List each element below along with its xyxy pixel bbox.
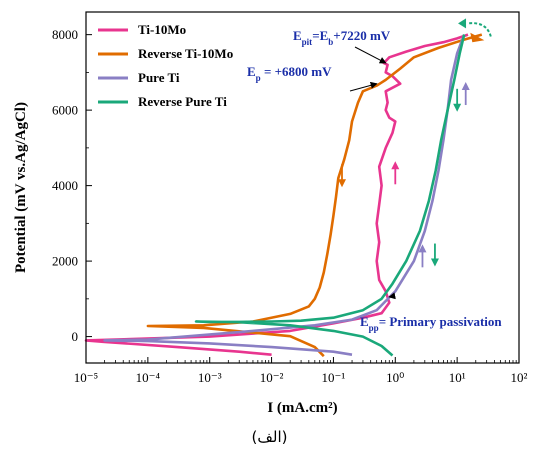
legend-label-2: Pure Ti [138,70,180,85]
x-axis: 10⁻⁵ 10⁻⁴ 10⁻³ 10⁻² 10⁻¹ 10⁰ 10¹ 10² [74,357,528,385]
direction-arrowhead-4 [453,103,462,112]
reversal-loop [467,22,492,37]
figure-caption: (الف) [251,428,288,446]
x-tick-label: 10⁻⁴ [136,370,161,385]
x-tick-label: 10⁻⁵ [74,370,98,385]
legend: Ti-10Mo Reverse Ti-10Mo Pure Ti Reverse Pur… [98,22,233,109]
annotation-pointer-0 [354,46,387,64]
direction-arrowhead-3 [461,82,470,91]
series-line-3 [194,34,466,357]
reversal-apex-marker [470,32,485,43]
x-tick-label: 10⁰ [386,370,404,385]
y-axis: 0 2000 4000 6000 8000 [52,27,92,344]
series-line-1 [146,33,483,358]
direction-arrowhead-1 [337,179,346,188]
annotation-pointer-1 [349,81,378,92]
x-axis-title: I (mA.cm²) [267,400,337,416]
direction-arrowhead-5 [430,258,439,267]
legend-label-0: Ti-10Mo [138,22,186,37]
y-tick-label: 0 [72,329,79,344]
x-tick-label: 10² [511,370,528,385]
legend-label-1: Reverse Ti-10Mo [138,46,233,61]
annotations: Epit=Eb+7220 mV Ep = +6800 mV Epp= Primary… [247,28,502,333]
y-tick-label: 6000 [52,103,78,118]
y-tick-label: 2000 [52,254,78,269]
y-tick-label: 4000 [52,178,78,193]
annotation-0: Epit=Eb+7220 mV [293,28,391,47]
direction-arrowhead-2 [418,244,427,253]
direction-arrowhead-0 [391,161,400,170]
annotation-pointer-2 [388,292,396,300]
x-tick-label: 10⁻³ [198,370,222,385]
x-tick-label: 10⁻¹ [322,370,346,385]
annotation-2: Epp= Primary passivation [360,314,502,333]
plot-frame [85,11,520,364]
y-axis-title: Potential (mV vs.Ag/AgCl) [13,102,29,273]
y-tick-label: 8000 [52,27,78,42]
reversal-arrowhead [458,18,467,29]
x-tick-label: 10⁻² [260,370,284,385]
annotation-1: Ep = +6800 mV [247,64,332,83]
x-tick-label: 10¹ [449,370,466,385]
legend-label-3: Reverse Pure Ti [138,94,227,109]
